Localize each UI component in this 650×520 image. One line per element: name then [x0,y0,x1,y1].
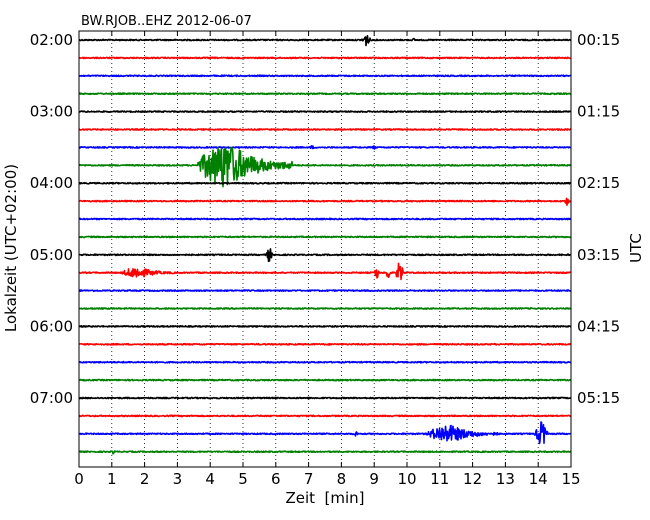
right-tick-label: 05:15 [577,389,620,407]
left-axis: 02:00 03:00 04:00 05:00 06:00 07:00 [30,31,84,407]
x-tick-label: 10 [397,470,416,488]
x-tick-label: 3 [173,470,183,488]
left-tick-label: 03:00 [30,103,73,121]
trace-line [78,235,572,239]
trace-line [78,181,572,185]
right-axis: 00:15 01:15 02:15 03:15 04:15 05:15 [566,31,620,407]
x-tick-label: 14 [529,470,548,488]
right-tick-label: 04:15 [577,317,620,335]
x-tick-label: 1 [107,470,117,488]
trace-line [78,146,572,188]
x-tick-label: 2 [140,470,150,488]
trace-line [78,34,572,47]
x-tick-label: 5 [238,470,248,488]
trace-line [78,450,572,455]
left-tick-label: 07:00 [30,389,73,407]
trace-line [78,92,572,96]
trace-line [78,110,572,113]
x-axis-label: Zeit [min] [285,489,364,507]
right-axis-label: UTC [627,233,645,263]
x-axis: 0 1 2 3 4 5 6 7 8 9 10 11 12 13 14 15 [74,31,581,488]
x-tick-label: 15 [561,470,580,488]
plot-frame [78,30,572,468]
trace-line [78,360,572,364]
x-tick-label: 4 [205,470,215,488]
x-tick-label: 9 [369,470,379,488]
trace-line [78,289,572,293]
traces [78,34,572,455]
left-tick-label: 02:00 [30,31,73,49]
trace-line [78,56,572,60]
trace-line [78,324,572,328]
trace-line [78,396,572,400]
trace-line [78,128,572,131]
trace-line [78,307,572,310]
left-axis-label: Lokalzeit (UTC+02:00) [2,164,20,332]
right-tick-label: 03:15 [577,246,620,264]
x-tick-label: 8 [337,470,347,488]
trace-line [78,378,572,382]
x-tick-label: 7 [304,470,314,488]
trace-line [78,421,572,445]
right-tick-label: 02:15 [577,174,620,192]
trace-line [78,74,572,78]
left-tick-label: 06:00 [30,317,73,335]
trace-line [78,262,572,281]
left-tick-label: 04:00 [30,174,73,192]
x-tick-label: 12 [463,470,482,488]
x-tick-label: 6 [271,470,281,488]
trace-line [78,145,572,150]
trace-line [78,217,572,221]
grid-lines [111,31,539,467]
trace-line [78,414,572,418]
chart-title: BW.RJOB..EHZ 2012-06-07 [81,14,252,29]
x-tick-label: 11 [430,470,449,488]
x-tick-label: 13 [496,470,515,488]
trace-line [78,197,572,206]
x-tick-label: 0 [74,470,84,488]
right-tick-label: 00:15 [577,31,620,49]
trace-line [78,342,572,346]
left-tick-label: 05:00 [30,246,73,264]
trace-line [78,248,572,263]
right-tick-label: 01:15 [577,103,620,121]
